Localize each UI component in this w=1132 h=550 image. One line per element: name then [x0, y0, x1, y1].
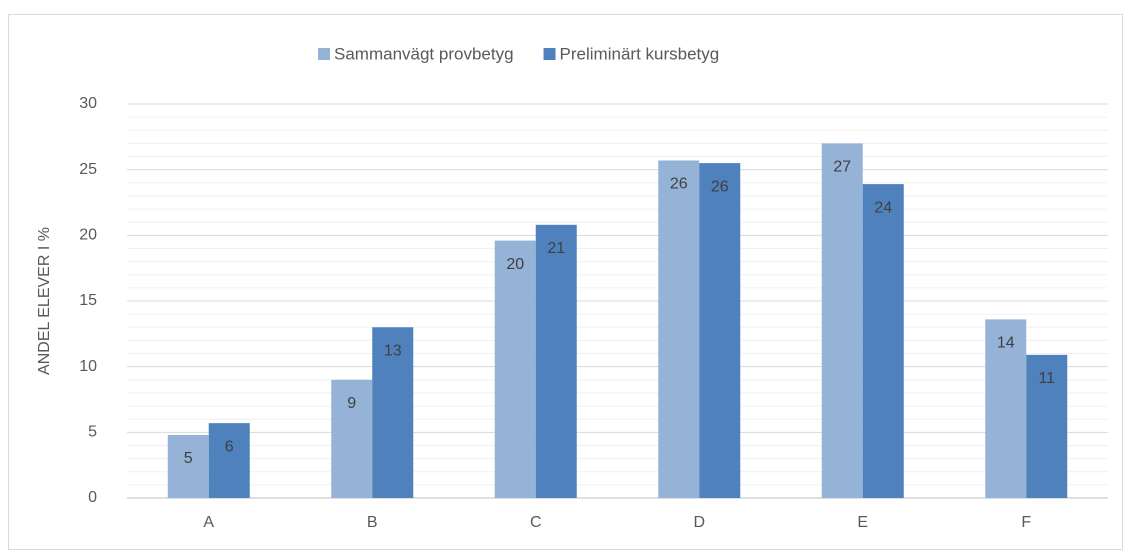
x-tick-label: C [530, 514, 542, 531]
data-label: 6 [225, 438, 234, 455]
bar [658, 160, 700, 498]
y-tick-label: 0 [88, 489, 97, 506]
x-tick-label: B [367, 514, 378, 531]
data-label: 21 [547, 240, 565, 257]
legend-swatch [543, 48, 556, 60]
bar [535, 224, 577, 498]
legend-label: Sammanvägt provbetyg [334, 44, 514, 63]
y-tick-label: 25 [79, 161, 97, 178]
x-tick-label: F [1021, 514, 1031, 531]
bar [331, 379, 373, 498]
data-label: 27 [833, 159, 851, 176]
bar [699, 163, 741, 498]
data-label: 9 [347, 395, 356, 412]
bar [985, 319, 1027, 498]
bar [167, 434, 209, 498]
y-tick-label: 15 [79, 292, 97, 309]
bar [862, 184, 904, 498]
data-label: 24 [874, 199, 892, 216]
legend-swatch [318, 48, 330, 60]
y-tick-label: 5 [88, 424, 97, 441]
data-label: 14 [997, 335, 1015, 352]
x-tick-label: D [693, 514, 705, 531]
bar [1026, 354, 1068, 498]
y-tick-label: 20 [79, 227, 97, 244]
x-tick-label: A [203, 514, 214, 531]
bar [494, 240, 536, 498]
data-label: 11 [1038, 370, 1055, 387]
data-label: 13 [384, 342, 402, 359]
data-label: 5 [184, 450, 193, 467]
bar [372, 327, 414, 498]
data-label: 26 [670, 176, 688, 193]
legend-label: Preliminärt kursbetyg [560, 44, 720, 63]
y-tick-label: 30 [79, 95, 97, 112]
bar [821, 143, 863, 498]
data-label: 26 [711, 178, 729, 195]
bar [208, 423, 250, 498]
y-tick-label: 10 [79, 358, 97, 375]
y-axis-label: ANDEL ELEVER I % [36, 227, 53, 375]
data-label: 20 [506, 256, 524, 273]
x-tick-label: E [857, 514, 868, 531]
